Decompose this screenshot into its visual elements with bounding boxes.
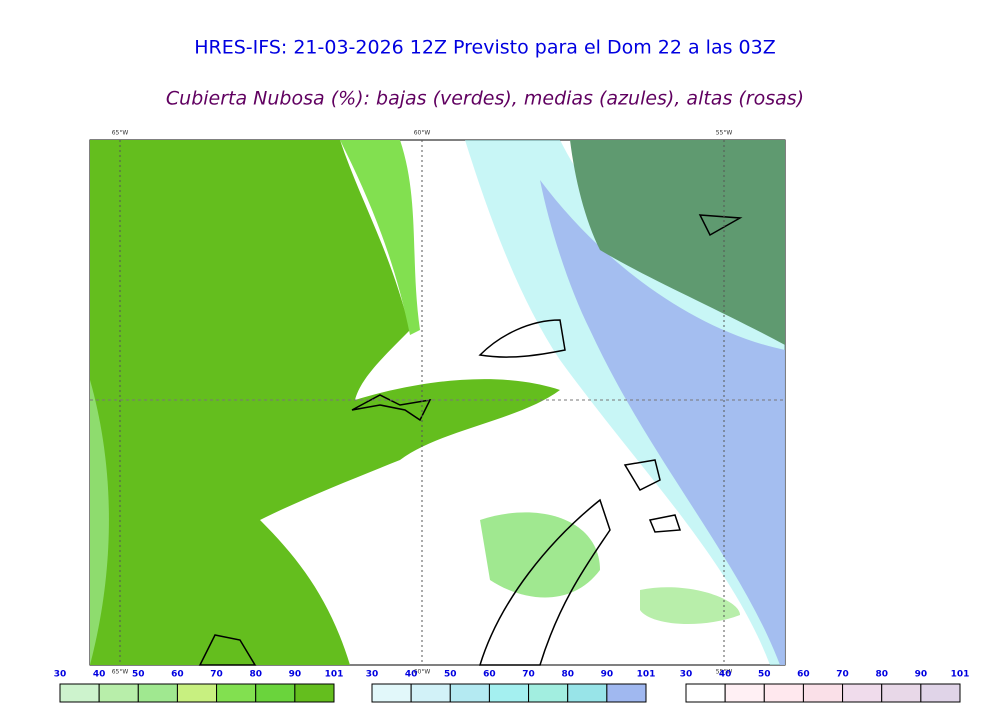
legend-tick-label: 80 — [249, 670, 262, 680]
legend-tick-label: 101 — [637, 670, 656, 680]
legend-tick-label: 70 — [522, 670, 535, 680]
legend-swatch — [59, 683, 100, 703]
legend-tick-label: 101 — [951, 670, 970, 680]
low-cloud-patch — [480, 512, 600, 598]
lon-label: 60°W — [414, 669, 431, 676]
legend-tick-label: 60 — [171, 670, 184, 680]
mid-cloud-core — [540, 180, 785, 665]
lon-label: 60°W — [414, 130, 431, 137]
legend-tick-label: 50 — [444, 670, 457, 680]
mid-cloud-band — [465, 140, 785, 665]
map — [89, 139, 786, 666]
legend-tick-label: 90 — [601, 670, 614, 680]
lon-label: 55°W — [716, 669, 733, 676]
legend-swatch — [255, 683, 296, 703]
legend-tick-label: 70 — [836, 670, 849, 680]
title: HRES-IFS: 21-03-2026 12Z Previsto para e… — [194, 37, 776, 59]
legend-swatch — [294, 683, 335, 703]
lon-label: 55°W — [716, 130, 733, 137]
legend-swatch — [98, 683, 139, 703]
subtitle: Cubierta Nubosa (%): bajas (verdes), med… — [166, 88, 804, 110]
legend-swatch — [606, 683, 647, 703]
legend-tick-label: 40 — [719, 670, 732, 680]
legend-swatch — [763, 683, 804, 703]
low-cloud-patch — [90, 380, 109, 665]
legend-swatch — [528, 683, 569, 703]
legend-swatch — [449, 683, 490, 703]
legend-tick-label: 70 — [210, 670, 223, 680]
legend-tick-label: 50 — [758, 670, 771, 680]
legend-swatch — [920, 683, 961, 703]
legend-tick-label: 90 — [915, 670, 928, 680]
low-cloud-patch — [640, 587, 740, 625]
legend-swatch — [216, 683, 257, 703]
legend-swatch — [488, 683, 530, 703]
coastline — [198, 214, 743, 666]
legend-tick-label: 50 — [132, 670, 145, 680]
legend-swatch — [685, 683, 726, 703]
legend-swatch — [137, 683, 178, 703]
legend-swatch — [881, 683, 922, 703]
legend-tick-label: 40 — [405, 670, 418, 680]
low-cloud-edge — [340, 140, 420, 335]
legend-tick-label: 30 — [54, 670, 67, 680]
lon-label: 65°W — [112, 669, 129, 676]
legend-swatch — [176, 683, 218, 703]
legend-tick-label: 101 — [325, 670, 344, 680]
legend-swatch — [724, 683, 765, 703]
legend-tick-label: 60 — [797, 670, 810, 680]
legend-swatch — [567, 683, 608, 703]
legend-swatch — [842, 683, 883, 703]
legend-swatch — [410, 683, 451, 703]
legend-tick-label: 90 — [289, 670, 302, 680]
legend-tick-label: 60 — [483, 670, 496, 680]
legend-tick-label: 40 — [93, 670, 106, 680]
legend-tick-label: 30 — [680, 670, 693, 680]
low-cloud-area — [90, 140, 560, 665]
legend-tick-label: 80 — [561, 670, 574, 680]
legend-swatch — [371, 683, 412, 703]
legend-tick-label: 80 — [875, 670, 888, 680]
legend-swatch — [802, 683, 844, 703]
high-cloud-area — [570, 140, 785, 345]
lon-label: 65°W — [112, 130, 129, 137]
legend-tick-label: 30 — [366, 670, 379, 680]
